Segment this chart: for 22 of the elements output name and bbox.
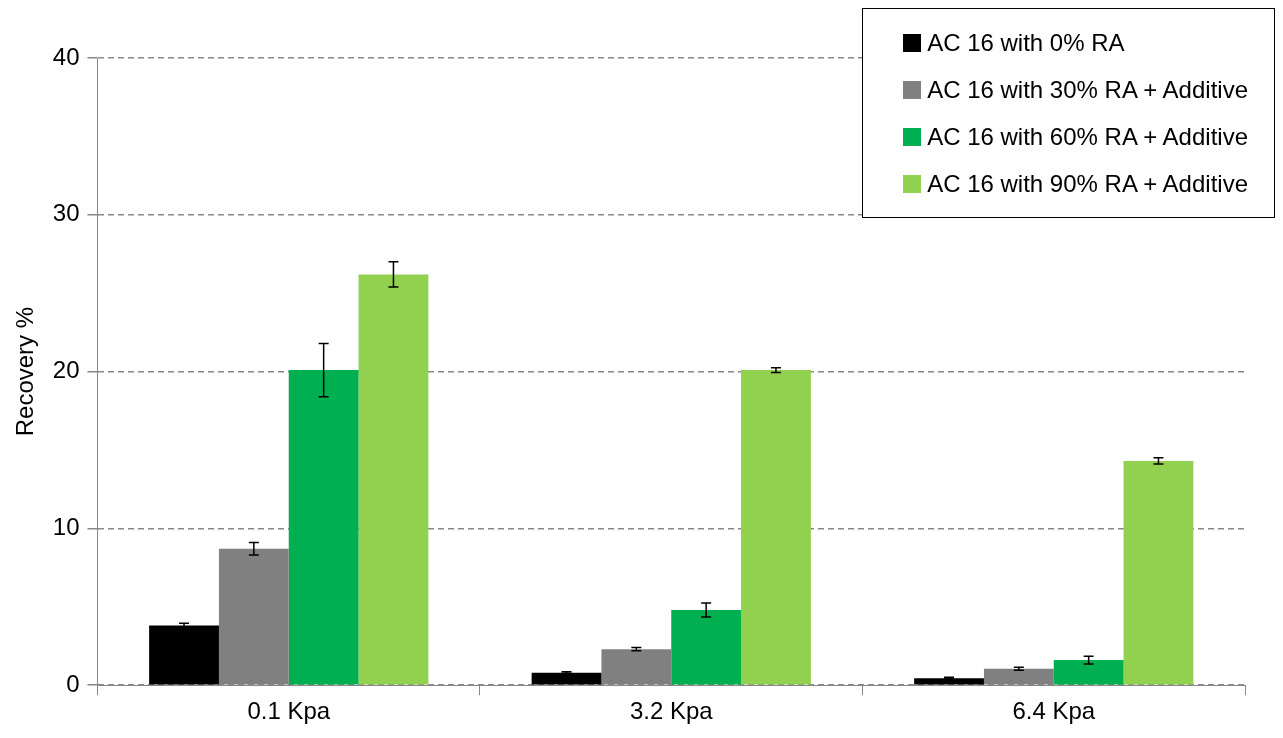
bar bbox=[288, 370, 359, 685]
bar bbox=[1123, 460, 1194, 685]
bar bbox=[358, 274, 429, 685]
legend-label: AC 16 with 90% RA + Additive bbox=[927, 169, 1248, 198]
bar bbox=[531, 672, 602, 685]
bar bbox=[741, 370, 811, 685]
x-tick-label: 3.2 Kpa bbox=[629, 697, 714, 725]
y-tick-label: 40 bbox=[52, 42, 80, 70]
legend-label: AC 16 with 30% RA + Additive bbox=[927, 75, 1248, 104]
x-tick-label: 6.4 Kpa bbox=[1012, 697, 1096, 725]
x-tick-label: 0.1 Kpa bbox=[247, 697, 331, 725]
legend-label: AC 16 with 0% RA bbox=[927, 28, 1125, 57]
bar bbox=[1053, 660, 1124, 685]
y-tick-label: 20 bbox=[52, 356, 80, 384]
y-tick-label: 30 bbox=[52, 199, 80, 227]
bar bbox=[914, 678, 984, 685]
y-tick-label: 10 bbox=[52, 513, 80, 541]
y-tick-label: 0 bbox=[66, 669, 80, 697]
legend-label: AC 16 with 60% RA + Additive bbox=[927, 122, 1248, 151]
bar bbox=[671, 609, 742, 685]
bar bbox=[149, 625, 219, 685]
y-axis-title: Recovery % bbox=[11, 306, 39, 437]
